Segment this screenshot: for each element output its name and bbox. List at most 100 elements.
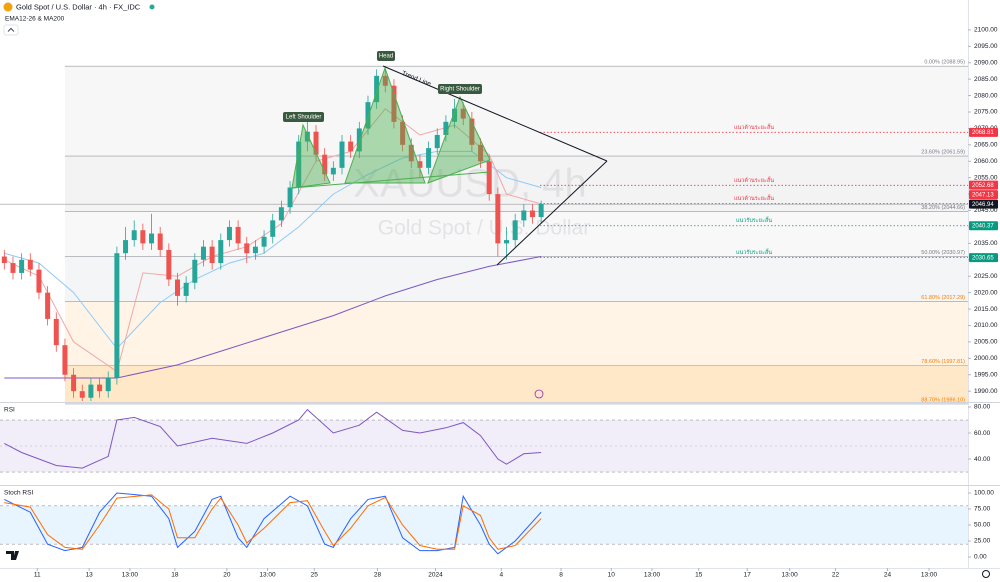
fib-label: 38.20% (2044.66) [921, 205, 965, 211]
indicator-title[interactable]: EMA12-26 & MA200 [5, 16, 65, 23]
price-tag-label: 2030.65 [972, 256, 994, 262]
y-tick-label: 60.00 [974, 430, 991, 437]
candle-body [192, 259, 198, 283]
candle-body [278, 207, 284, 221]
watermark-ticker: XAUUSD, 4h [353, 162, 586, 206]
price-tag [969, 190, 998, 200]
x-tick-label: 10 [608, 572, 616, 579]
stoch-rsi-title[interactable]: Stoch RSI [4, 490, 33, 497]
x-tick-label: 13:00 [644, 572, 661, 579]
x-tick-label: 13:00 [781, 572, 798, 579]
candle-body [322, 154, 328, 175]
price-level-note: แนวรับระยะสั้น [736, 248, 772, 256]
candle-body [105, 378, 111, 392]
candle-body [19, 259, 25, 273]
candle-body [174, 279, 180, 296]
candle-body [478, 144, 484, 162]
candle-body [123, 240, 129, 254]
candle-body [374, 75, 380, 103]
candle-body [426, 148, 432, 168]
candle-body [166, 249, 172, 280]
collapse-icon [7, 27, 15, 32]
x-tick-label: 17 [744, 572, 752, 579]
candle-body [218, 240, 224, 264]
candle-body [252, 246, 258, 254]
candle-body [140, 230, 146, 244]
price-level-note: แนวต้านระยะสั้น [734, 123, 774, 131]
event-icon[interactable] [534, 389, 544, 399]
candle-body [408, 144, 414, 162]
right-shoulder-label: Right Shoulder [440, 87, 480, 93]
candle-body [88, 384, 94, 398]
candle-body [149, 233, 155, 244]
candle-body [504, 240, 510, 244]
left-shoulder-label: Left Shoulder [286, 115, 322, 121]
price-level-note: แนวรับระยะสั้น [736, 216, 772, 224]
candle-body [27, 259, 33, 270]
price-tag [969, 221, 998, 231]
fib-band [65, 66, 968, 157]
x-tick-label: 8 [559, 572, 563, 579]
candle-body [200, 246, 206, 260]
y-tick-label: 80.00 [974, 404, 991, 411]
y-tick-label: 2020.00 [974, 289, 998, 296]
y-tick-label: 2010.00 [974, 322, 998, 329]
y-tick-label: 2005.00 [974, 339, 998, 346]
y-tick-label: 2045.00 [974, 207, 998, 214]
candle-body [339, 141, 345, 168]
candle-body [304, 131, 310, 142]
market-status[interactable] [149, 4, 155, 10]
y-tick-label: 2000.00 [974, 355, 998, 362]
price-tag-label: 2068.81 [972, 130, 994, 136]
indicator-line [4, 150, 542, 350]
symbol-icon [3, 2, 13, 12]
candle-body [79, 391, 85, 398]
x-tick-label: 13:00 [921, 572, 938, 579]
fib-label: 0.00% (2088.95) [924, 60, 965, 66]
candle-body [356, 128, 362, 152]
y-tick-label: 1995.00 [974, 371, 998, 378]
neckline [291, 171, 491, 189]
candle-body [296, 141, 302, 188]
price-tag [969, 199, 998, 209]
candle-body [512, 220, 518, 241]
y-tick-label: 2100.00 [974, 27, 998, 34]
candle-body [434, 134, 440, 149]
price-tag [969, 127, 998, 137]
x-tick-label: 22 [832, 572, 840, 579]
collapse-button[interactable] [3, 24, 19, 36]
candle-body [157, 233, 163, 250]
left-shoulder-shape [291, 123, 331, 189]
price-tag-label: 2052.68 [972, 183, 994, 189]
candle-body [391, 85, 397, 122]
x-tick-label: 4 [500, 572, 504, 579]
x-tick-label: 25 [311, 572, 319, 579]
candle-body [460, 108, 466, 119]
fib-band [65, 156, 968, 212]
candle-body [183, 282, 189, 296]
price-tag [969, 180, 998, 190]
y-tick-label: 2060.00 [974, 158, 998, 165]
y-tick-label: 40.00 [974, 456, 991, 463]
candle-body [97, 384, 103, 392]
fib-label: 78.60% (1997.81) [921, 359, 965, 365]
candle-body [270, 220, 276, 237]
candle-body [1, 256, 7, 264]
rsi-title[interactable]: RSI [4, 407, 15, 414]
candle-body [114, 253, 120, 379]
trend-line [382, 65, 608, 162]
candle-body [330, 167, 336, 175]
fib-band [65, 365, 968, 402]
tradingview-logo[interactable] [6, 551, 19, 560]
y-tick-label: 1990.00 [974, 388, 998, 395]
fib-band [65, 256, 968, 302]
candle-body [45, 292, 51, 319]
fib-label: 50.00% (2030.97) [921, 250, 965, 256]
symbol-title[interactable]: Gold Spot / U.S. Dollar · 4h · FX_IDC [16, 2, 141, 11]
y-tick-label: 75.00 [974, 506, 991, 513]
head-and-shoulders-pattern: Trend Line Head Left Shoulder Right Shou… [283, 51, 608, 266]
candle-body [313, 131, 319, 155]
settings-button[interactable] [982, 570, 990, 578]
x-tick-label: 11 [34, 572, 41, 579]
